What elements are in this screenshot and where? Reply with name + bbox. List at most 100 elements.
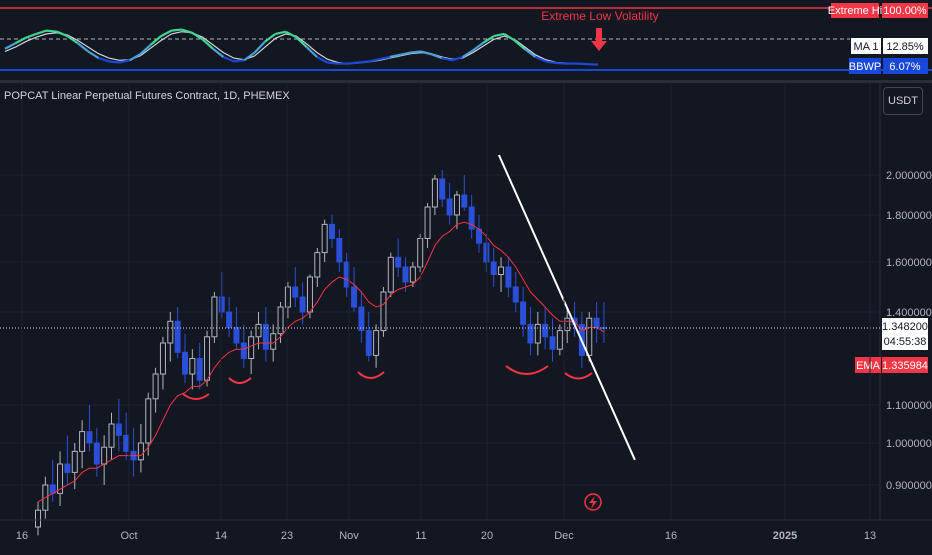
candle-body (71, 450, 78, 473)
candle-body (204, 336, 211, 381)
candle-body (453, 194, 460, 216)
indicator-background (0, 0, 932, 80)
bbwp-line-segment (524, 48, 537, 58)
bbwp-line-segment (14, 36, 27, 45)
pattern-arc-5 (564, 372, 593, 380)
candle-body (498, 266, 505, 275)
currency-button[interactable]: USDT (883, 87, 923, 115)
candle-body (446, 198, 453, 216)
candle-body (461, 194, 468, 208)
candle-body (211, 296, 218, 338)
bbwp-line-segment (66, 35, 79, 45)
bbwp-line-segment (181, 28, 193, 34)
trendline-group[interactable] (497, 154, 636, 461)
bbwp-label: BBWP (849, 61, 881, 73)
bbwp-line-segment (368, 58, 380, 63)
candle-body (284, 286, 291, 308)
bbwp-indicator-pane: Extreme Low Volatility Extreme Hi 100.00… (0, 0, 932, 80)
bbwp-line-segment (285, 30, 297, 39)
bbwp-line-segment (327, 61, 338, 65)
candle-body (409, 266, 416, 283)
bbwp-value: 6.07% (889, 61, 920, 73)
ema-value: 1.335984 (882, 360, 928, 372)
bbwp-value-box (883, 58, 928, 74)
candle-body (542, 323, 549, 338)
candle-body (387, 256, 394, 293)
bbwp-line-segment (56, 30, 68, 38)
bbwp-label-box (849, 58, 881, 74)
bbwp-line-segment (420, 50, 432, 56)
candle-body (306, 276, 313, 313)
bbwp-line-segment (108, 60, 120, 64)
candle-body (490, 261, 497, 275)
bbwp-line-segment (431, 53, 443, 60)
bbwp-line-segment (545, 60, 557, 65)
bbwp-line-segment (87, 50, 100, 60)
candle-body (218, 296, 225, 313)
last-price-badge: 1.348200 04:55:38 (882, 318, 928, 350)
candle-body (373, 330, 380, 356)
bbwp-line-segment (379, 55, 391, 61)
price-tick-label: 1.600000 (886, 257, 932, 269)
bbwp-line-segment (201, 38, 214, 50)
bbwp-line-segment (77, 42, 89, 53)
bbwp-line-segment (253, 40, 266, 54)
bbwp-line-segment (243, 51, 256, 62)
bbwp-line-segment (441, 57, 453, 62)
candle-body (240, 342, 247, 359)
bbwp-line-segment (587, 63, 598, 66)
bbwp-lines-group (4, 28, 598, 66)
candle-body (277, 306, 284, 335)
bbwp-line-segment (410, 50, 422, 54)
bbwp-line-segment (222, 55, 235, 63)
candle-body (196, 358, 203, 381)
ma-value: 12.85% (886, 41, 924, 53)
bbwp-line-segment (25, 32, 37, 39)
bbwp-line-segment (191, 31, 204, 41)
bbwp-line-segment (316, 56, 328, 64)
price-tick-label: 2.000000 (886, 170, 932, 182)
time-tick-label: 20 (481, 530, 493, 542)
candle-body (395, 256, 402, 268)
bbwp-line-segment (493, 32, 505, 38)
candle-body (137, 442, 144, 461)
lightning-icon[interactable] (584, 493, 602, 511)
bbwp-ma-line (4, 31, 598, 65)
candle-body (505, 266, 512, 288)
candle-body (262, 323, 269, 350)
trendline[interactable] (497, 154, 636, 461)
candle-body (424, 206, 431, 239)
bbwp-line-segment (305, 46, 318, 58)
candle-body (564, 317, 571, 332)
candle-body (292, 286, 299, 298)
bbwp-line-segment (503, 32, 516, 42)
bbwp-line-segment (4, 42, 16, 50)
pane-separator[interactable] (0, 80, 932, 83)
candle-body (343, 261, 350, 288)
time-tick-label: 14 (215, 530, 227, 542)
time-axis[interactable]: 16 Oct 14 23 Nov 11 20 Dec 16 2025 13 (16, 83, 876, 542)
candle-body (402, 266, 409, 283)
extreme-low-volatility-annotation: Extreme Low Volatility (541, 9, 658, 23)
price-tick-label: 1.400000 (886, 307, 932, 319)
candle-body (468, 206, 475, 230)
candle-body (358, 306, 365, 332)
last-price-value: 1.348200 (882, 321, 928, 333)
bbwp-line-segment (358, 60, 370, 64)
bbwp-line-segment (576, 62, 588, 66)
pattern-arc-3 (357, 371, 385, 379)
ma-label: MA 1 (853, 41, 878, 53)
bbwp-line-segment (129, 53, 141, 62)
bbwp-line-segment (233, 59, 245, 63)
ema-line (37, 221, 605, 503)
ma-value-box (883, 38, 928, 54)
time-tick-label: 16 (665, 530, 677, 542)
bbwp-line-segment (451, 55, 463, 62)
candle-body (123, 434, 130, 452)
price-tick-label: 1.800000 (886, 210, 932, 222)
candle-body (527, 323, 534, 344)
pattern-arcs (182, 365, 593, 400)
candle-body (336, 238, 343, 263)
